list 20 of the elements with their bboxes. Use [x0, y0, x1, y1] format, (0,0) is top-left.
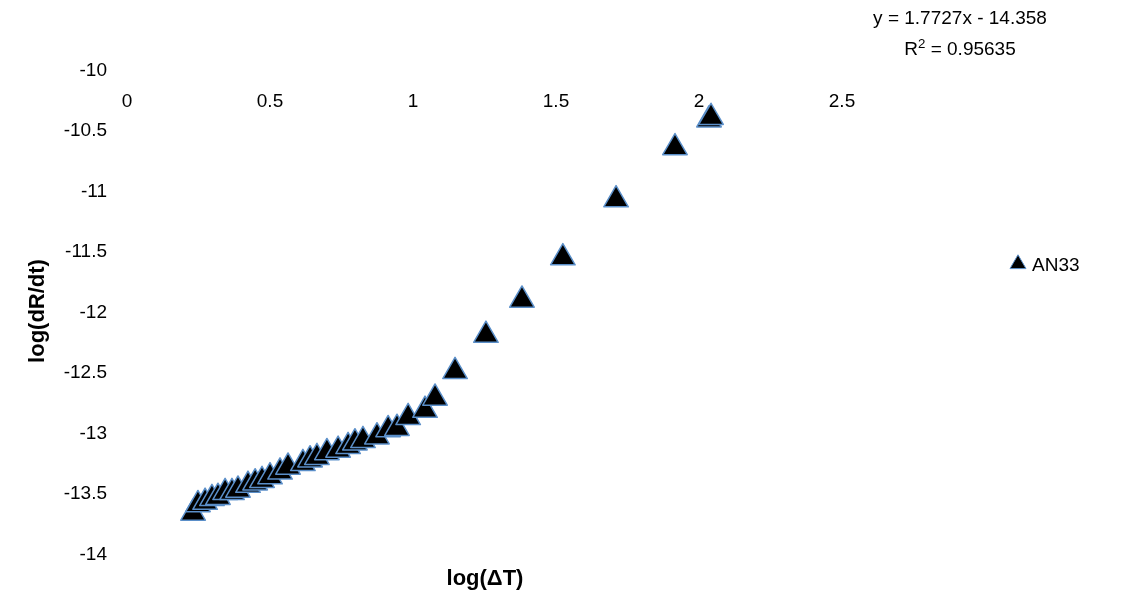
x-tick-label: 2 — [693, 90, 705, 111]
y-tick-label: -10.5 — [63, 119, 107, 141]
y-axis-title: log(dR/dt) — [24, 259, 49, 363]
y-tick-label: -10 — [79, 58, 107, 80]
x-tick-label: 0.5 — [256, 90, 284, 111]
y-tick-label: -11.5 — [65, 240, 107, 262]
legend-label: AN33 — [1032, 253, 1080, 275]
x-axis-title: log(ΔT) — [446, 565, 524, 590]
y-tick-label: -14 — [79, 542, 108, 564]
x-tick-label: 0 — [121, 90, 133, 111]
x-tick-label: 2.5 — [828, 90, 856, 111]
y-tick-label: -12.5 — [63, 361, 107, 383]
x-tick-label: 1.5 — [542, 90, 570, 111]
text: y = 1.7727x - 14.358 — [873, 7, 1047, 28]
y-tick-label: -13 — [79, 421, 107, 443]
x-tick-label: 1 — [407, 90, 419, 111]
y-tick-label: -11 — [80, 179, 107, 201]
y-tick-label: -13.5 — [63, 482, 107, 504]
y-tick-label: -12 — [79, 300, 107, 322]
text: R$^{2}$ = 0.95635 — [904, 35, 1016, 59]
